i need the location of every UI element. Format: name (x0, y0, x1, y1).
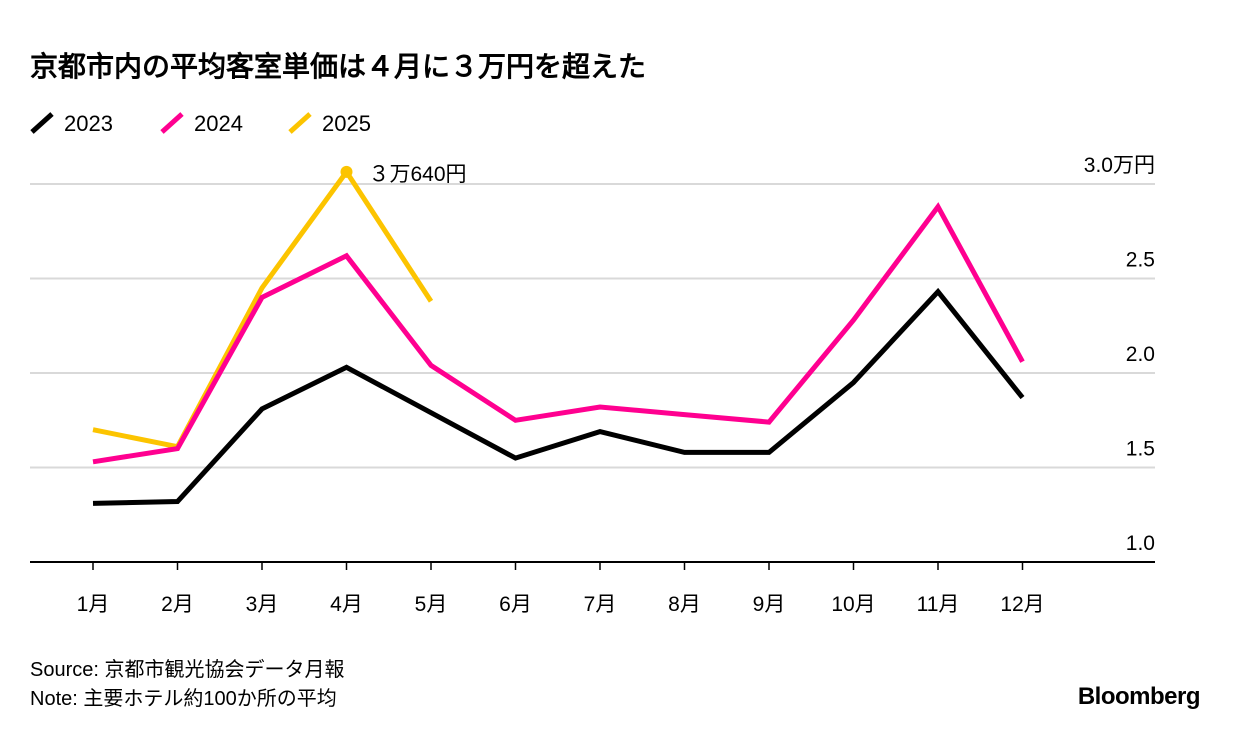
x-axis: 1月 2月 3月 4月 5月 6月 7月 8月 9月 10月 11月 12月 (30, 561, 1155, 616)
chart-title: 京都市内の平均客室単価は４月に３万円を超えた (30, 50, 646, 83)
x-tick-label: 3月 (246, 593, 279, 616)
annotation: ３万640円 (340, 163, 467, 186)
series-line-2023 (92, 287, 1025, 506)
x-tick-label: 6月 (499, 593, 532, 616)
x-tick-label: 9月 (753, 593, 786, 616)
x-tick-label: 8月 (668, 593, 701, 616)
x-tick-label: 11月 (917, 593, 960, 616)
legend-swatch-2024 (160, 112, 184, 134)
y-tick-label: 1.0 (1126, 532, 1155, 555)
y-tick-label: 3.0万円 (1084, 154, 1155, 177)
series-line-2025 (92, 167, 434, 450)
annotation-label: ３万640円 (369, 163, 467, 186)
y-tick-label: 2.0 (1126, 343, 1155, 366)
x-tick-label: 5月 (415, 593, 448, 616)
gridlines (30, 183, 1155, 469)
x-tick-label: 7月 (584, 593, 617, 616)
series-line-2024 (92, 202, 1025, 465)
legend-swatch-2025 (288, 112, 312, 134)
series-lines (92, 167, 1025, 506)
annotation-marker (340, 165, 353, 178)
x-tick-label: 10月 (831, 593, 875, 616)
legend-label-2024: 2024 (194, 111, 243, 136)
y-axis: 1.0 1.5 2.0 2.5 3.0万円 (1084, 154, 1155, 555)
bloomberg-logo: Bloomberg (1078, 683, 1200, 710)
legend-label-2023: 2023 (64, 111, 113, 136)
y-tick-label: 1.5 (1126, 438, 1155, 461)
legend-swatch-2023 (30, 112, 54, 134)
y-tick-label: 2.5 (1126, 249, 1155, 272)
legend: 2023 2024 2025 (30, 111, 371, 136)
legend-label-2025: 2025 (322, 111, 371, 136)
x-tick-label: 2月 (161, 593, 194, 616)
footnote: Note: 主要ホテル約100か所の平均 (30, 687, 337, 710)
x-tick-label: 12月 (1000, 593, 1044, 616)
x-tick-label: 1月 (77, 593, 110, 616)
source-note: Source: 京都市観光協会データ月報 (30, 658, 344, 681)
x-tick-label: 4月 (330, 593, 363, 616)
